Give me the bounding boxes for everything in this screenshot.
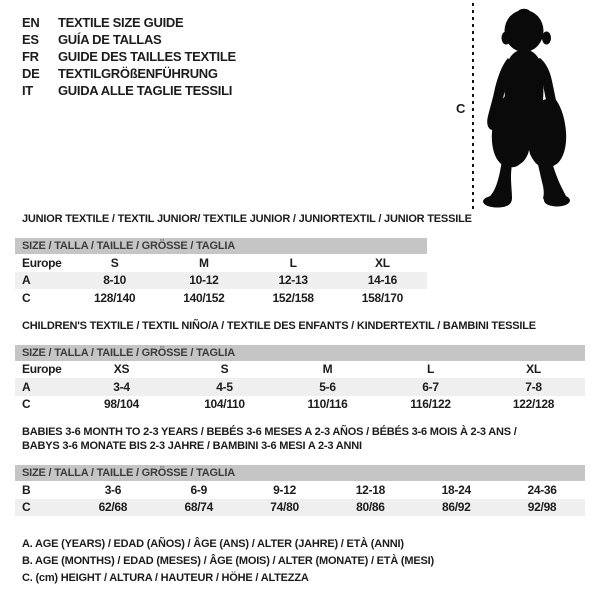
size-section: JUNIOR TEXTILE / TEXTIL JUNIOR/ TEXTILE … bbox=[15, 212, 585, 307]
language-row: ES GUÍA DE TALLAS bbox=[22, 31, 236, 48]
language-label: TEXTILGRÖßENFÜHRUNG bbox=[58, 66, 218, 81]
row-value: M bbox=[322, 362, 333, 377]
footnotes: A. AGE (YEARS) / EDAD (AÑOS) / ÂGE (ANS)… bbox=[22, 536, 434, 587]
row-label: C bbox=[22, 290, 31, 305]
row-value: 6-7 bbox=[422, 379, 439, 394]
row-value: 9-12 bbox=[273, 482, 296, 497]
row-value: 3-4 bbox=[113, 379, 130, 394]
baby-silhouette-icon bbox=[483, 8, 570, 208]
row-value: 122/128 bbox=[512, 397, 555, 412]
size-sections: JUNIOR TEXTILE / TEXTIL JUNIOR/ TEXTILE … bbox=[15, 212, 585, 528]
size-section: BABIES 3-6 MONTH TO 2-3 YEARS / BEBÉS 3-… bbox=[15, 425, 585, 516]
row-label: C bbox=[22, 397, 31, 412]
row-value: 8-10 bbox=[103, 273, 127, 288]
row-value: 12-18 bbox=[355, 482, 386, 497]
language-code: EN bbox=[22, 15, 40, 30]
row-value: S bbox=[220, 362, 229, 377]
row-value: 5-6 bbox=[319, 379, 336, 394]
size-table: SIZE / TALLA / TAILLE / GRÖSSE / TAGLIA B… bbox=[15, 465, 585, 516]
row-label: Europe bbox=[22, 362, 62, 377]
row-value: 18-24 bbox=[441, 482, 472, 497]
row-value: 116/122 bbox=[410, 397, 451, 412]
row-label: B bbox=[22, 482, 31, 497]
row-label: A bbox=[22, 273, 31, 288]
table-row: C 98/104 104/110 110/116 116/122 122/128 bbox=[15, 396, 585, 414]
table-row: B 3-6 6-9 9-12 12-18 18-24 24-36 bbox=[15, 481, 585, 499]
footnote: C. (cm) HEIGHT / ALTURA / HAUTEUR / HÖHE… bbox=[22, 572, 309, 584]
row-value: S bbox=[110, 255, 119, 270]
language-row: DE TEXTILGRÖßENFÜHRUNG bbox=[22, 65, 236, 82]
height-measure-label: C bbox=[456, 101, 466, 116]
row-value: 10-12 bbox=[189, 273, 219, 288]
row-value: 128/140 bbox=[93, 290, 136, 305]
row-value: 80/86 bbox=[356, 500, 385, 515]
size-header-bar: SIZE / TALLA / TAILLE / GRÖSSE / TAGLIA bbox=[15, 238, 427, 254]
row-value: 24-36 bbox=[527, 482, 557, 497]
language-code: FR bbox=[22, 49, 39, 64]
table-row: Europe S M L XL bbox=[15, 254, 427, 272]
language-code: ES bbox=[22, 32, 39, 47]
row-value: M bbox=[199, 255, 209, 270]
row-value: XS bbox=[113, 362, 130, 377]
row-value: XL bbox=[375, 255, 390, 270]
language-label: GUIDA ALLE TAGLIE TESSILI bbox=[58, 83, 233, 98]
language-row: IT GUIDA ALLE TAGLIE TESSILI bbox=[22, 82, 236, 99]
footnote: A. AGE (YEARS) / EDAD (AÑOS) / ÂGE (ANS)… bbox=[22, 538, 404, 550]
row-value: 4-5 bbox=[216, 379, 233, 394]
height-measure-line bbox=[472, 3, 474, 211]
row-value: 6-9 bbox=[190, 482, 208, 497]
language-row: FR GUIDE DES TAILLES TEXTILE bbox=[22, 48, 236, 65]
row-value: 152/158 bbox=[272, 290, 314, 305]
row-value: XL bbox=[526, 362, 541, 377]
language-label: GUÍA DE TALLAS bbox=[58, 32, 162, 47]
section-title: JUNIOR TEXTILE / TEXTIL JUNIOR/ TEXTILE … bbox=[22, 213, 472, 225]
table-row: A 8-10 10-12 12-13 14-16 bbox=[15, 271, 427, 289]
row-value: 98/104 bbox=[104, 397, 139, 412]
row-value: 110/116 bbox=[307, 397, 348, 412]
row-value: 92/98 bbox=[527, 500, 557, 515]
row-value: 158/170 bbox=[361, 290, 404, 305]
size-header-bar: SIZE / TALLA / TAILLE / GRÖSSE / TAGLIA bbox=[15, 344, 585, 361]
row-value: 62/68 bbox=[98, 500, 128, 515]
row-value: 3-6 bbox=[104, 482, 122, 497]
row-label: Europe bbox=[22, 255, 62, 270]
footnote: B. AGE (MONTHS) / EDAD (MESES) / ÂGE (MO… bbox=[22, 555, 434, 567]
section-title: BABIES 3-6 MONTH TO 2-3 YEARS / BEBÉS 3-… bbox=[22, 426, 517, 452]
size-header-bar: SIZE / TALLA / TAILLE / GRÖSSE / TAGLIA bbox=[15, 465, 585, 481]
row-value: 86/92 bbox=[441, 500, 471, 515]
table-row: Europe XS S M L XL bbox=[15, 361, 585, 379]
table-row: C 128/140 140/152 152/158 158/170 bbox=[15, 289, 427, 307]
language-row: EN TEXTILE SIZE GUIDE bbox=[22, 14, 236, 31]
size-table: SIZE / TALLA / TAILLE / GRÖSSE / TAGLIA E… bbox=[15, 238, 427, 307]
size-section: CHILDREN'S TEXTILE / TEXTIL NIÑO/A / TEX… bbox=[15, 319, 585, 414]
section-title: CHILDREN'S TEXTILE / TEXTIL NIÑO/A / TEX… bbox=[22, 319, 536, 332]
row-label: C bbox=[22, 500, 31, 515]
size-table: SIZE / TALLA / TAILLE / GRÖSSE / TAGLIA E… bbox=[15, 344, 585, 414]
row-value: 68/74 bbox=[184, 500, 213, 515]
table-row: A 3-4 4-5 5-6 6-7 7-8 bbox=[15, 378, 585, 396]
language-code: DE bbox=[22, 66, 40, 81]
row-value: 140/152 bbox=[183, 290, 225, 305]
table-row: C 62/68 68/74 74/80 80/86 86/92 92/98 bbox=[15, 498, 585, 516]
row-value: 74/80 bbox=[270, 500, 299, 515]
row-value: 7-8 bbox=[525, 379, 542, 394]
row-value: 104/110 bbox=[204, 397, 245, 412]
language-label: GUIDE DES TAILLES TEXTILE bbox=[58, 49, 236, 64]
row-value: L bbox=[289, 255, 297, 270]
row-value: 14-16 bbox=[367, 273, 398, 288]
height-figure: C bbox=[450, 3, 595, 215]
row-value: 12-13 bbox=[278, 273, 309, 288]
language-label: TEXTILE SIZE GUIDE bbox=[58, 15, 184, 30]
row-value: L bbox=[426, 362, 435, 377]
row-label: A bbox=[22, 379, 31, 394]
language-list: EN TEXTILE SIZE GUIDE ES GUÍA DE TALLAS FR GU… bbox=[22, 14, 236, 99]
language-code: IT bbox=[22, 83, 33, 98]
